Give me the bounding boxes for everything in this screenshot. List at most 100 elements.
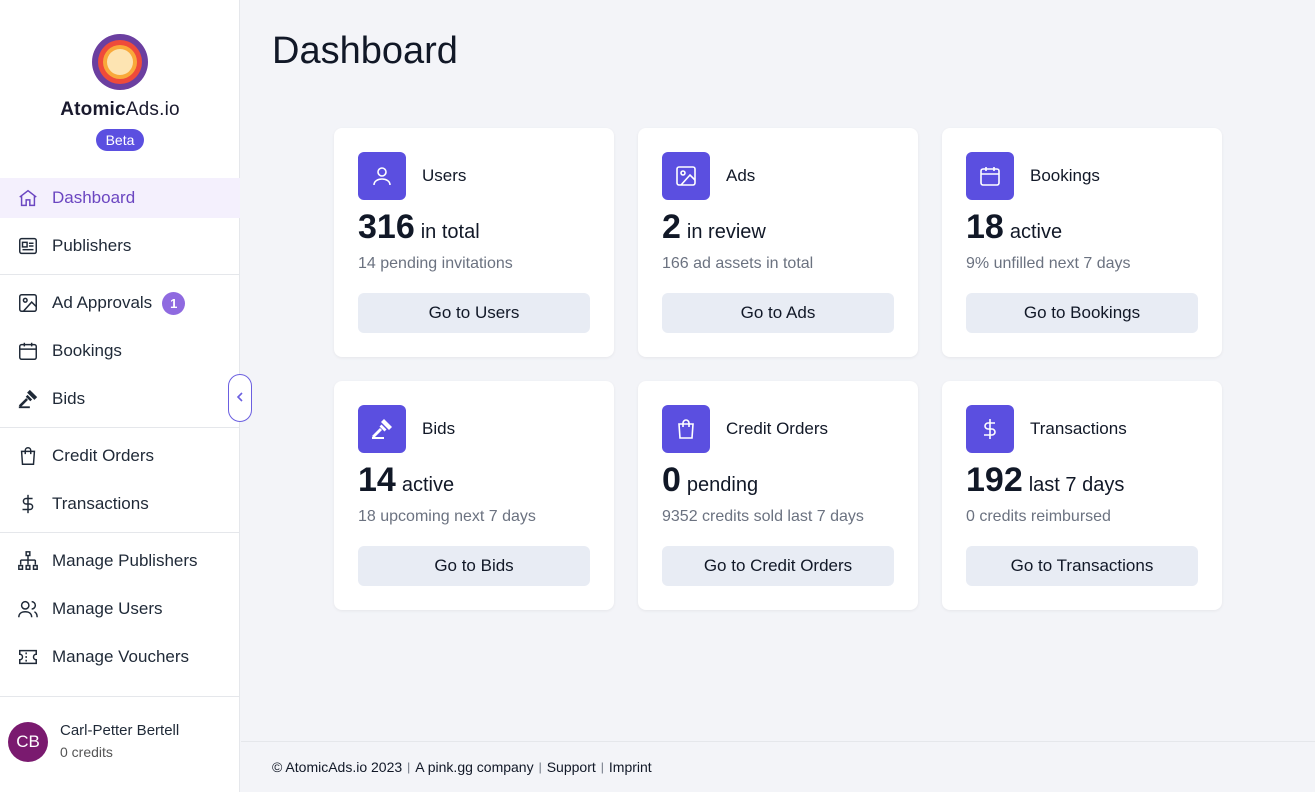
brand: AtomicAds.io Beta — [0, 34, 240, 151]
card-unit: active — [1009, 221, 1063, 243]
logo — [92, 34, 148, 90]
card-unit: last 7 days — [1028, 474, 1125, 496]
sidebar-item-label: Transactions — [52, 494, 149, 513]
users-card: Users 316 in total 14 pending invitations… — [334, 128, 614, 357]
sidebar-item-label: Bids — [52, 389, 86, 408]
card-unit: active — [401, 474, 455, 496]
ad-approvals-count-badge: 1 — [162, 291, 186, 315]
image-icon — [16, 291, 40, 315]
footer: © AtomicAds.io 2023 | A pink.gg company … — [241, 741, 1315, 792]
card-value: 192 — [966, 461, 1023, 499]
card-subtitle: 9352 credits sold last 7 days — [662, 508, 864, 525]
card-unit: pending — [686, 474, 759, 496]
card-value: 316 — [358, 208, 415, 246]
brand-name: AtomicAds.io — [60, 99, 180, 120]
card-stat: 2 in review — [662, 208, 766, 247]
bookings-card: Bookings 18 active 9% unfilled next 7 day… — [942, 128, 1222, 357]
sidebar-item-manage-users[interactable]: Manage Users — [0, 589, 240, 629]
page-title: Dashboard — [272, 30, 458, 72]
gavel-icon — [358, 405, 406, 453]
card-title: Bids — [422, 419, 456, 438]
divider — [0, 274, 240, 275]
card-value: 0 — [662, 461, 681, 499]
image-icon — [662, 152, 710, 200]
sidebar-item-manage-vouchers[interactable]: Manage Vouchers — [0, 637, 240, 677]
card-value: 2 — [662, 208, 681, 246]
card-stat: 14 active — [358, 461, 454, 500]
user-name: Carl-Petter Bertell — [60, 722, 180, 739]
card-unit: in total — [420, 221, 480, 243]
go-to-transactions-button[interactable]: Go to Transactions — [966, 546, 1198, 586]
shopping-bag-icon — [16, 444, 40, 468]
card-value: 18 — [966, 208, 1004, 246]
sidebar-item-publishers[interactable]: Publishers — [0, 226, 240, 266]
card-stat: 18 active — [966, 208, 1062, 247]
sidebar-item-bookings[interactable]: Bookings — [0, 331, 240, 371]
go-to-bookings-button[interactable]: Go to Bookings — [966, 293, 1198, 333]
go-to-ads-button[interactable]: Go to Ads — [662, 293, 894, 333]
card-title: Users — [422, 166, 467, 185]
go-to-credit-orders-button[interactable]: Go to Credit Orders — [662, 546, 894, 586]
card-title: Credit Orders — [726, 419, 829, 438]
card-subtitle: 18 upcoming next 7 days — [358, 508, 536, 525]
credit-orders-card: Credit Orders 0 pending 9352 credits sold… — [638, 381, 918, 610]
card-title: Bookings — [1030, 166, 1100, 185]
newspaper-icon — [16, 234, 40, 258]
chevron-left-icon — [235, 390, 245, 406]
ticket-icon — [16, 645, 40, 669]
footer-separator: | — [538, 760, 542, 774]
sidebar-item-label: Credit Orders — [52, 446, 155, 465]
sidebar-item-bids[interactable]: Bids — [0, 379, 240, 419]
sidebar-item-label: Manage Publishers — [52, 551, 198, 570]
user-icon — [358, 152, 406, 200]
sidebar-item-label: Dashboard — [52, 188, 136, 207]
sidebar: AtomicAds.io Beta Dashboard Publishers A… — [0, 0, 240, 792]
card-subtitle: 14 pending invitations — [358, 255, 513, 272]
go-to-bids-button[interactable]: Go to Bids — [358, 546, 590, 586]
sidebar-item-dashboard[interactable]: Dashboard — [0, 178, 240, 218]
dollar-icon — [966, 405, 1014, 453]
go-to-users-button[interactable]: Go to Users — [358, 293, 590, 333]
card-stat: 192 last 7 days — [966, 461, 1124, 500]
card-title: Ads — [726, 166, 756, 185]
user-profile[interactable]: CB Carl-Petter Bertell 0 credits — [0, 696, 240, 792]
sidebar-item-label: Manage Users — [52, 599, 163, 618]
card-value: 14 — [358, 461, 396, 499]
card-title: Transactions — [1030, 419, 1127, 438]
card-subtitle: 166 ad assets in total — [662, 255, 814, 272]
card-stat: 0 pending — [662, 461, 758, 500]
ads-card: Ads 2 in review 166 ad assets in total Go… — [638, 128, 918, 357]
card-unit: in review — [686, 221, 766, 243]
footer-support-link[interactable]: Support — [546, 759, 596, 775]
sidebar-item-label: Bookings — [52, 341, 122, 360]
home-icon — [16, 186, 40, 210]
avatar: CB — [8, 722, 48, 762]
sidebar-nav: Dashboard Publishers Ad Approvals 1 Book… — [0, 178, 240, 685]
sidebar-item-label: Manage Vouchers — [52, 647, 190, 666]
sidebar-item-label: Ad Approvals — [52, 293, 153, 312]
sidebar-item-label: Publishers — [52, 236, 132, 255]
sidebar-item-credit-orders[interactable]: Credit Orders — [0, 436, 240, 476]
card-stat: 316 in total — [358, 208, 480, 247]
footer-company-link[interactable]: A pink.gg company — [415, 759, 534, 775]
sidebar-item-ad-approvals[interactable]: Ad Approvals 1 — [0, 283, 240, 323]
bids-card: Bids 14 active 18 upcoming next 7 days Go… — [334, 381, 614, 610]
divider — [0, 532, 240, 533]
footer-imprint-link[interactable]: Imprint — [608, 759, 652, 775]
dollar-icon — [16, 492, 40, 516]
hierarchy-icon — [16, 549, 40, 573]
footer-separator: | — [600, 760, 604, 774]
sidebar-item-transactions[interactable]: Transactions — [0, 484, 240, 524]
users-icon — [16, 597, 40, 621]
transactions-card: Transactions 192 last 7 days 0 credits re… — [942, 381, 1222, 610]
shopping-bag-icon — [662, 405, 710, 453]
user-credits: 0 credits — [60, 744, 113, 760]
beta-badge: Beta — [95, 129, 145, 151]
footer-separator: | — [407, 760, 411, 774]
sidebar-item-manage-publishers[interactable]: Manage Publishers — [0, 541, 240, 581]
card-subtitle: 9% unfilled next 7 days — [966, 255, 1131, 272]
footer-copyright: © AtomicAds.io 2023 — [272, 759, 403, 775]
calendar-icon — [16, 339, 40, 363]
sidebar-collapse-button[interactable] — [228, 374, 252, 422]
card-subtitle: 0 credits reimbursed — [966, 508, 1111, 525]
